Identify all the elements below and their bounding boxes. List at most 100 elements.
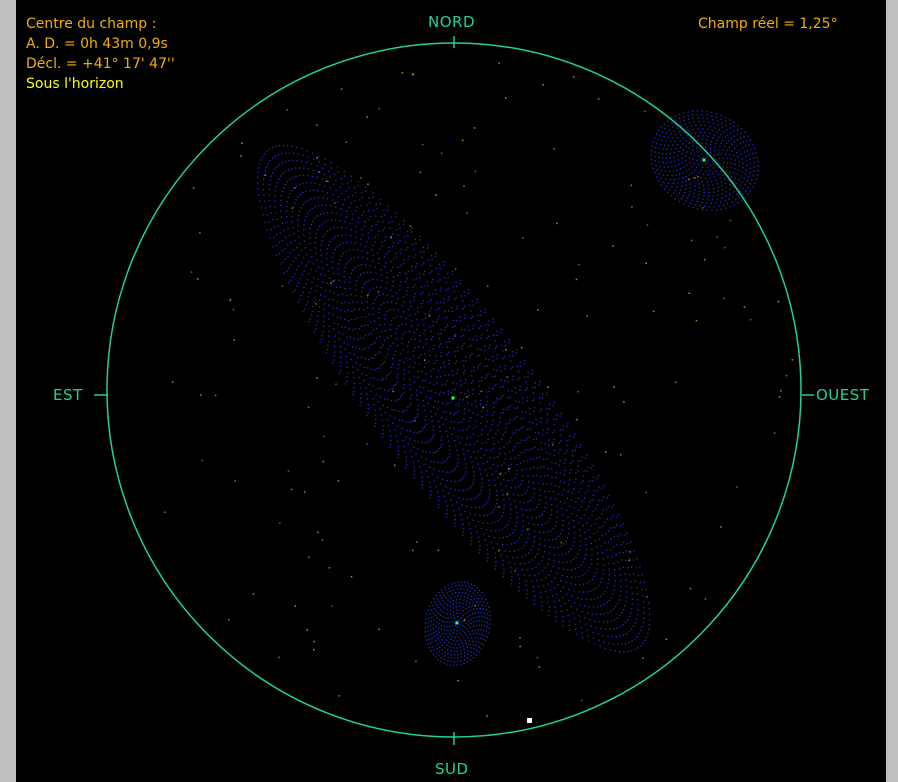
star (190, 271, 193, 273)
star (316, 157, 318, 159)
star (313, 640, 315, 643)
star (229, 298, 232, 301)
star (409, 225, 412, 227)
star (164, 511, 166, 513)
star (773, 432, 776, 434)
star (252, 593, 255, 595)
star (294, 605, 296, 607)
star (551, 444, 554, 446)
star (428, 315, 431, 317)
north-label: NORD (428, 13, 475, 31)
star (377, 291, 379, 293)
star (463, 619, 466, 621)
star (702, 207, 704, 209)
star (480, 390, 483, 393)
star (703, 259, 706, 261)
m32-galaxy[interactable] (424, 581, 491, 666)
sky-view[interactable]: Centre du champ : A. D. = 0h 43m 0,9s Dé… (16, 0, 886, 782)
star (318, 171, 321, 173)
star (576, 418, 578, 421)
star (435, 194, 437, 196)
star (454, 335, 456, 337)
star (421, 143, 424, 146)
star (631, 206, 633, 208)
star (394, 464, 396, 467)
star (642, 657, 644, 659)
star (278, 656, 280, 659)
star (522, 237, 524, 239)
star (317, 531, 319, 534)
star (556, 222, 558, 225)
star (538, 666, 541, 668)
m32-nucleus (455, 621, 459, 625)
star (466, 212, 468, 214)
star (505, 349, 507, 351)
star (316, 377, 318, 379)
star (623, 401, 625, 403)
star (646, 224, 649, 226)
star (378, 628, 380, 631)
star (264, 174, 267, 177)
star (233, 339, 235, 341)
m31-nucleus (451, 396, 455, 400)
star (437, 549, 440, 552)
star (613, 386, 615, 388)
star-chart[interactable] (16, 0, 886, 782)
star (290, 488, 293, 491)
star (474, 170, 477, 173)
star (580, 699, 583, 702)
star (308, 556, 310, 559)
star (440, 152, 443, 154)
horizon-status: Sous l'horizon (26, 76, 124, 92)
star (646, 596, 648, 598)
star (323, 435, 325, 438)
star (482, 406, 484, 409)
star (392, 390, 394, 393)
star (378, 107, 380, 110)
star (234, 480, 236, 482)
star (415, 541, 418, 543)
star (306, 629, 308, 631)
star (506, 376, 508, 378)
star (228, 299, 231, 302)
star (401, 72, 404, 74)
m31-galaxy[interactable] (256, 144, 651, 653)
star (694, 177, 696, 179)
star (200, 394, 202, 396)
star (645, 262, 647, 264)
star (690, 239, 693, 242)
star (619, 454, 622, 456)
m110-nucleus (702, 158, 706, 162)
east-label: EST (53, 386, 83, 404)
star (723, 246, 726, 249)
window-frame-right (885, 0, 898, 782)
star (474, 605, 477, 607)
star (291, 207, 294, 209)
star (514, 570, 516, 572)
selected-star-marker[interactable] (527, 718, 532, 723)
star (729, 219, 732, 222)
star (281, 285, 284, 287)
star (689, 587, 692, 590)
m110-galaxy[interactable] (650, 110, 759, 211)
star-field (164, 62, 794, 717)
star (241, 142, 243, 144)
star (360, 177, 362, 179)
star (736, 486, 738, 488)
star (316, 124, 318, 126)
star (785, 374, 788, 377)
star (521, 346, 523, 349)
star (537, 309, 539, 311)
star (612, 245, 614, 247)
declination: Décl. = +41° 17' 47'' (26, 56, 175, 72)
star (331, 605, 333, 607)
star (498, 62, 500, 64)
star (498, 549, 500, 552)
star (201, 459, 204, 462)
star (536, 656, 539, 659)
star (695, 319, 698, 322)
star (412, 74, 415, 76)
star (303, 491, 306, 493)
star (345, 141, 348, 143)
star (321, 539, 324, 541)
